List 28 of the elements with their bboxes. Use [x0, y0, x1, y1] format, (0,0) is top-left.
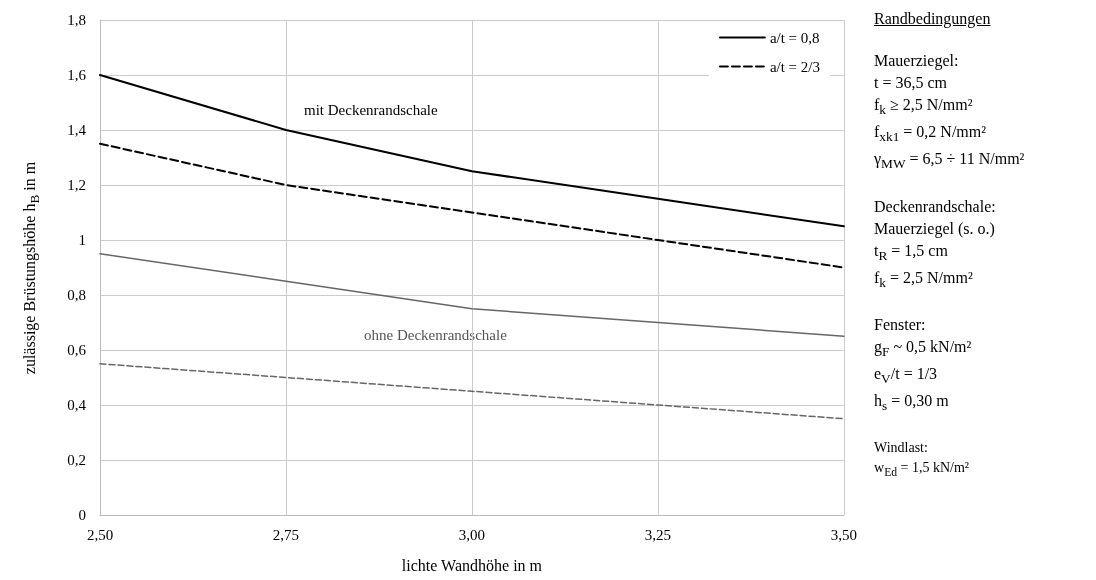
- x-tick-label: 3,25: [644, 526, 672, 543]
- line-series: [99, 363, 845, 420]
- x-tick-label: 2,75: [272, 526, 300, 543]
- text: Deckenrandschale: Mauerziegel (s. o.) t$_{R}$ = 1,5 cm f$_{k}$ = 2,5 N/mm²: [874, 196, 997, 292]
- y-tick-label: 1,8: [67, 12, 86, 28]
- annotation: ohne Deckenrandschale: [364, 326, 508, 343]
- line-series: [99, 74, 845, 228]
- x-tick-label: 2,50: [86, 526, 114, 543]
- y-tick-label: 1,2: [67, 177, 86, 193]
- x-tick-label: 3,00: [458, 526, 486, 543]
- y-tick-label: 1: [78, 232, 86, 248]
- y-tick-label: 0,8: [67, 287, 86, 303]
- legend-label: a/t = 0,8: [769, 29, 820, 46]
- y-tick-label: 1,4: [67, 122, 87, 138]
- y-tick-label: 0,6: [67, 342, 87, 358]
- text: Windlast: w$_{Ed}$ = 1,5 kN/m²: [874, 438, 971, 481]
- y-tick-label: 0,2: [67, 452, 86, 468]
- text: Fenster: g$_{F}$ ~ 0,5 kN/m² e$_{V}$/t = 1/3 h$_{s}$ = 0,30 m: [874, 315, 972, 414]
- annotation: mit Deckenrandschale: [304, 101, 439, 118]
- text: Randbedingungen: [874, 9, 992, 30]
- x-axis-title: lichte Wandhöhe in m: [401, 556, 543, 574]
- text: Mauerziegel: t = 36,5 cm f$_{k}$ ≥ 2,5 N/mm² f$_{xk1}$ = 0,2 N/mm² γ$_{MW}$ = 6,5 ÷ 11 N/mm²: [874, 52, 1025, 172]
- legend-label: a/t = 2/3: [769, 58, 821, 75]
- y-tick-label: 1,6: [67, 67, 87, 83]
- x-tick-label: 3,50: [830, 526, 857, 543]
- y-tick-label: 0,4: [67, 397, 87, 413]
- y-tick-label: 0: [78, 507, 86, 523]
- line-series: [99, 142, 845, 269]
